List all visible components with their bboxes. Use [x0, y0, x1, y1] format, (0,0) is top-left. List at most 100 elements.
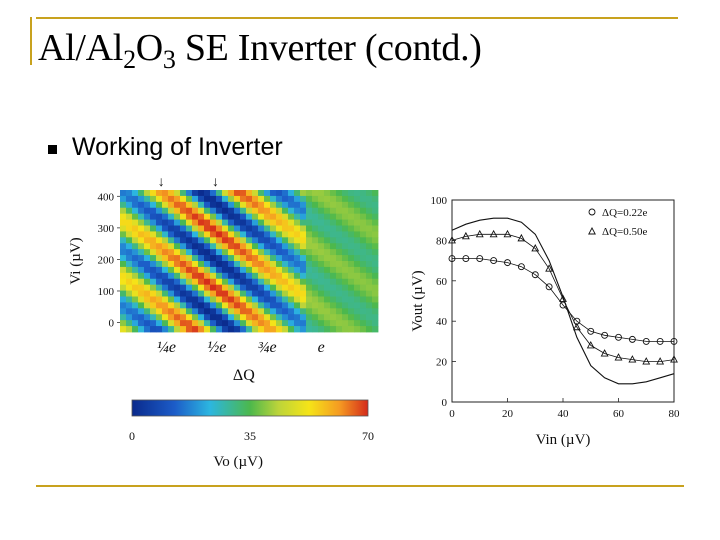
heatmap-cell — [234, 243, 241, 250]
heatmap-cell — [228, 302, 235, 309]
heatmap-cell — [216, 237, 223, 244]
heatmap-cell — [186, 201, 193, 209]
heatmap-cell — [138, 278, 145, 286]
heatmap-cell — [366, 296, 373, 303]
heatmap-cell — [348, 195, 355, 203]
heatmap-cell — [288, 237, 295, 244]
heatmap-cell — [366, 326, 373, 333]
heatmap-cell — [312, 278, 319, 286]
heatmap-cell — [210, 249, 217, 256]
heatmap-cell — [192, 302, 199, 309]
heatmap-cell — [180, 314, 187, 321]
heatmap-cell — [186, 261, 193, 268]
heatmap-cell — [342, 261, 349, 268]
heatmap-cell — [258, 195, 265, 203]
heatmap-cell — [120, 296, 127, 303]
heatmap-cell — [186, 237, 193, 244]
heatmap-cell — [186, 207, 193, 215]
heatmap-cell — [318, 219, 325, 226]
heatmap-cell — [360, 320, 367, 327]
heatmap-cell — [276, 314, 283, 321]
heatmap-cell — [168, 255, 175, 262]
heatmap-cell — [246, 243, 253, 250]
heatmap-cell — [294, 314, 301, 321]
heatmap-cell — [126, 255, 133, 262]
heatmap-cell — [246, 190, 253, 197]
heatmap-cell — [150, 207, 157, 215]
heatmap-cell — [294, 308, 301, 315]
heatmap-cell — [120, 207, 127, 215]
heatmap-cell — [156, 261, 163, 268]
heatmap-cell — [324, 278, 331, 286]
circle-marker — [545, 283, 553, 291]
heatmap-cell — [144, 255, 151, 262]
heatmap-cell — [288, 326, 295, 333]
heatmap-cell — [354, 213, 361, 220]
heatmap-cell — [186, 213, 193, 220]
heatmap-cell — [300, 231, 307, 238]
heatmap-cell — [126, 231, 133, 238]
heatmap-cell — [360, 302, 367, 309]
heatmap-cell — [342, 255, 349, 262]
heatmap-cell — [342, 249, 349, 256]
heatmap-marker-arrow: ↓ — [212, 175, 219, 190]
heatmap-y-tick-label: 300 — [98, 223, 115, 235]
heatmap-cell — [342, 190, 349, 197]
heatmap-cell — [138, 195, 145, 203]
heatmap-cell — [312, 237, 319, 244]
heatmap-cell — [162, 213, 169, 220]
heatmap-cell — [144, 278, 151, 286]
heatmap-cell — [252, 213, 259, 220]
heatmap-cell — [312, 255, 319, 262]
heatmap-cell — [300, 207, 307, 215]
heatmap-cell — [354, 326, 361, 333]
heatmap-cell — [348, 266, 355, 274]
heatmap-cell — [222, 243, 229, 250]
heatmap-cell — [336, 207, 343, 215]
heatmap-cell — [234, 255, 241, 262]
heatmap-cell — [138, 255, 145, 262]
heatmap-cell — [276, 290, 283, 297]
triangle-marker — [586, 340, 595, 349]
heatmap-cell — [318, 266, 325, 274]
heatmap-cell — [174, 255, 181, 262]
heatmap-cell — [282, 290, 289, 297]
heatmap-cell — [222, 201, 229, 209]
heatmap-cell — [282, 195, 289, 203]
heatmap-cell — [270, 190, 277, 197]
heatmap-cell — [294, 219, 301, 226]
heatmap-cell — [366, 290, 373, 297]
heatmap-cell — [372, 219, 379, 226]
heatmap-cell — [186, 326, 193, 333]
heatmap-cell — [192, 195, 199, 203]
heatmap-y-tick-label: 400 — [98, 191, 115, 203]
heatmap-cell — [294, 290, 301, 297]
heatmap-cell — [174, 243, 181, 250]
heatmap-cell — [174, 213, 181, 220]
heatmap-cell — [312, 219, 319, 226]
y-tick-label: 60 — [436, 276, 448, 288]
heatmap-cell — [168, 207, 175, 215]
heatmap-cell — [162, 219, 169, 226]
heatmap-cell — [216, 225, 223, 232]
heatmap-cell — [120, 266, 127, 274]
heatmap-cell — [234, 266, 241, 274]
circle-marker — [628, 335, 636, 343]
heatmap-cell — [324, 326, 331, 333]
heatmap-cell — [192, 266, 199, 274]
heatmap-cell — [204, 302, 211, 309]
heatmap-cell — [282, 302, 289, 309]
heatmap-cell — [240, 243, 247, 250]
heatmap-cell — [348, 308, 355, 315]
heatmap-cell — [354, 219, 361, 226]
heatmap-cell — [138, 308, 145, 315]
heatmap-cell — [300, 243, 307, 250]
heatmap-cell — [132, 278, 139, 286]
heatmap-cell — [318, 201, 325, 209]
heatmap-cell — [372, 225, 379, 232]
heatmap-cell — [246, 237, 253, 244]
heatmap-cell — [126, 278, 133, 286]
heatmap-cell — [120, 278, 127, 286]
series-line — [451, 217, 675, 385]
heatmap-cell — [354, 290, 361, 297]
